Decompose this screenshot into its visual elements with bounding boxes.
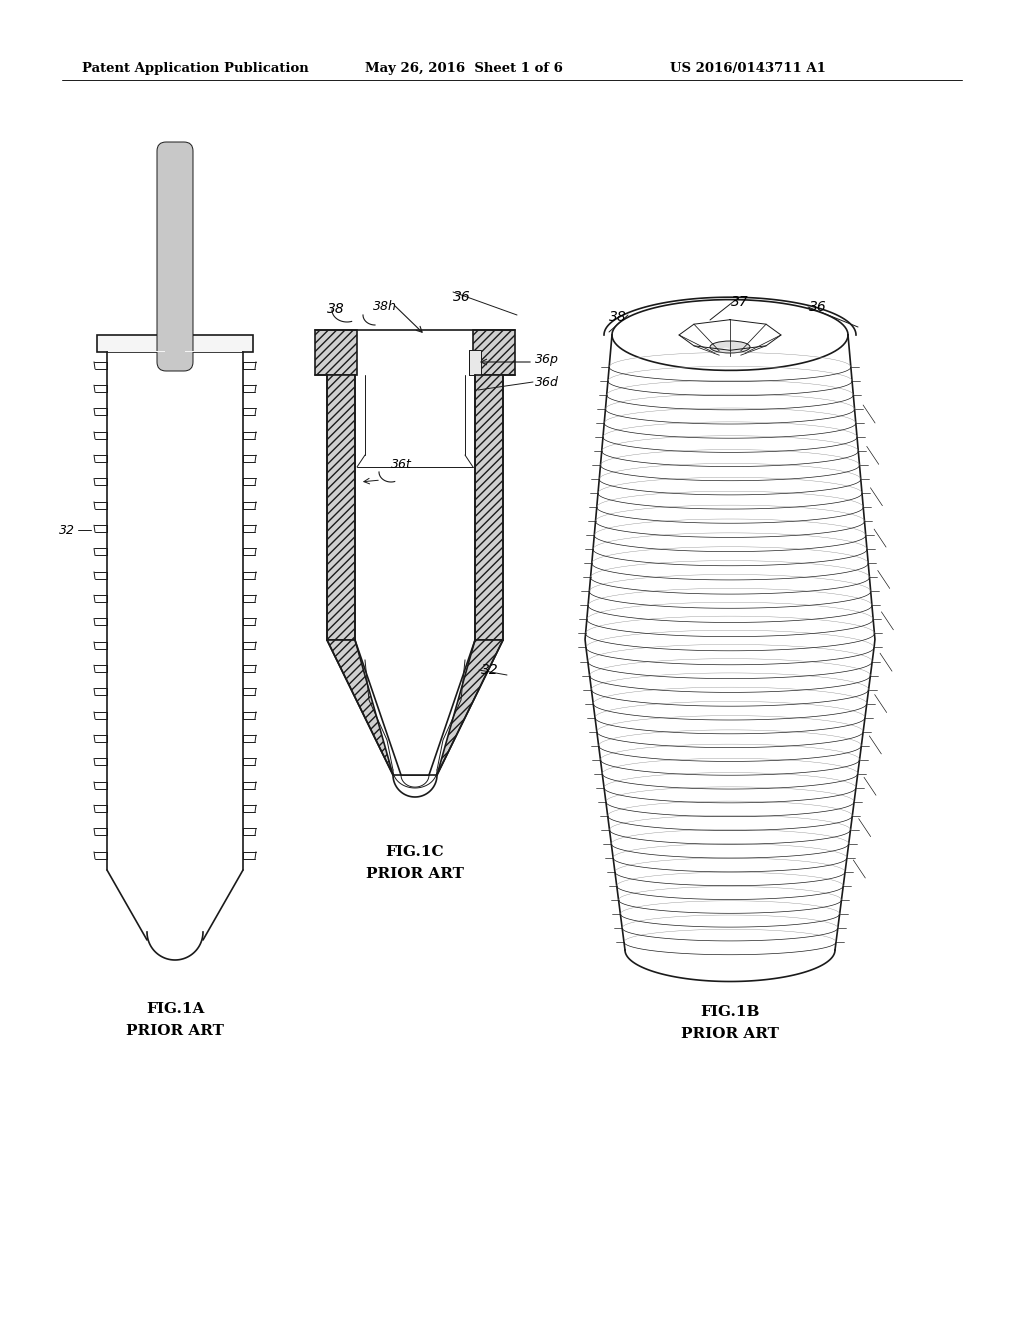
Text: 37: 37 bbox=[731, 294, 749, 309]
Polygon shape bbox=[437, 640, 503, 775]
Text: PRIOR ART: PRIOR ART bbox=[126, 1024, 224, 1038]
Polygon shape bbox=[475, 375, 503, 640]
Text: FIG.1A: FIG.1A bbox=[145, 1002, 204, 1016]
Polygon shape bbox=[327, 375, 355, 640]
Polygon shape bbox=[469, 350, 481, 375]
Text: May 26, 2016  Sheet 1 of 6: May 26, 2016 Sheet 1 of 6 bbox=[365, 62, 563, 75]
FancyBboxPatch shape bbox=[157, 143, 193, 371]
Text: FIG.1C: FIG.1C bbox=[386, 845, 444, 859]
Text: 38: 38 bbox=[609, 310, 627, 323]
Text: FIG.1B: FIG.1B bbox=[700, 1005, 760, 1019]
Text: 36: 36 bbox=[809, 300, 826, 314]
Text: 38: 38 bbox=[327, 302, 345, 315]
Text: 38h: 38h bbox=[373, 300, 397, 313]
Ellipse shape bbox=[723, 347, 729, 351]
Polygon shape bbox=[97, 335, 253, 352]
Text: 36t: 36t bbox=[391, 458, 412, 471]
Text: 32: 32 bbox=[481, 663, 499, 677]
Text: 36: 36 bbox=[453, 290, 471, 304]
Text: 32: 32 bbox=[59, 524, 75, 536]
Text: PRIOR ART: PRIOR ART bbox=[681, 1027, 779, 1041]
Ellipse shape bbox=[710, 341, 750, 352]
Text: US 2016/0143711 A1: US 2016/0143711 A1 bbox=[670, 62, 826, 75]
Polygon shape bbox=[473, 330, 515, 375]
Text: 36d: 36d bbox=[535, 375, 559, 388]
Polygon shape bbox=[327, 640, 393, 775]
Text: 36p: 36p bbox=[535, 354, 559, 367]
Text: Patent Application Publication: Patent Application Publication bbox=[82, 62, 309, 75]
Text: PRIOR ART: PRIOR ART bbox=[366, 867, 464, 880]
Polygon shape bbox=[315, 330, 357, 375]
